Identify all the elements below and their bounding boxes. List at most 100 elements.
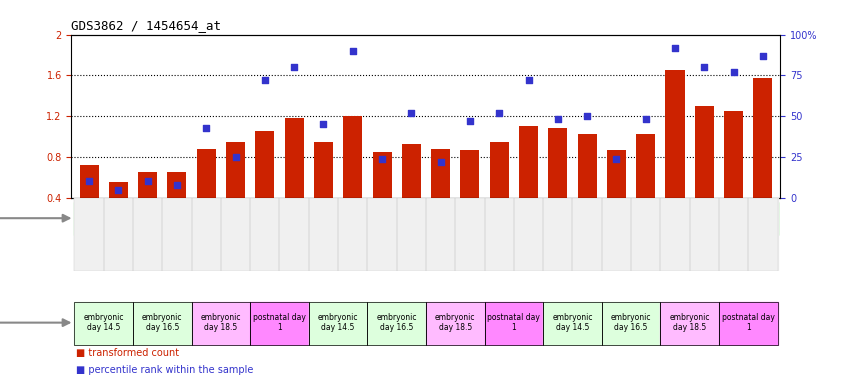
Bar: [74, 202, 309, 235]
Bar: [279, 198, 309, 271]
Bar: [192, 302, 250, 345]
Point: [727, 69, 740, 75]
Bar: [660, 302, 719, 345]
Point: [639, 116, 653, 122]
Text: epididymis: epididymis: [398, 213, 454, 223]
Bar: [368, 302, 426, 345]
Bar: [690, 198, 719, 271]
Point: [375, 156, 389, 162]
Bar: [338, 198, 368, 271]
Bar: [192, 302, 250, 345]
Text: embryonic
day 16.5: embryonic day 16.5: [611, 313, 651, 332]
Bar: [484, 302, 543, 345]
Bar: [484, 198, 514, 271]
Bar: [484, 302, 543, 345]
Text: tissue: tissue: [0, 213, 69, 223]
Bar: [665, 70, 685, 238]
Bar: [74, 202, 309, 235]
Bar: [284, 118, 304, 238]
Bar: [573, 198, 602, 271]
Text: efferent ducts: efferent ducts: [155, 213, 228, 223]
Bar: [74, 198, 103, 271]
Bar: [309, 202, 543, 235]
Point: [141, 178, 155, 185]
Bar: [162, 198, 192, 271]
Text: ■ transformed count: ■ transformed count: [76, 348, 179, 358]
Point: [434, 159, 447, 165]
Bar: [103, 198, 133, 271]
Point: [521, 77, 535, 83]
Point: [493, 110, 506, 116]
Bar: [754, 78, 772, 238]
Text: embryonic
day 14.5: embryonic day 14.5: [553, 313, 593, 332]
Text: embryonic
day 16.5: embryonic day 16.5: [377, 313, 417, 332]
Text: embryonic
day 18.5: embryonic day 18.5: [201, 313, 241, 332]
Bar: [133, 302, 192, 345]
Bar: [309, 198, 338, 271]
Point: [580, 113, 594, 119]
Bar: [250, 302, 309, 345]
Point: [258, 77, 272, 83]
Text: embryonic
day 14.5: embryonic day 14.5: [318, 313, 358, 332]
Bar: [426, 198, 455, 271]
Point: [170, 182, 183, 188]
Bar: [455, 198, 484, 271]
Point: [288, 64, 301, 70]
Bar: [543, 202, 778, 235]
Bar: [719, 302, 778, 345]
Bar: [368, 198, 397, 271]
Bar: [636, 134, 655, 238]
Text: vas deferens: vas deferens: [627, 213, 694, 223]
Bar: [108, 182, 128, 238]
Bar: [514, 198, 543, 271]
Point: [697, 64, 711, 70]
Bar: [368, 302, 426, 345]
Bar: [426, 302, 484, 345]
Bar: [719, 302, 778, 345]
Bar: [402, 144, 420, 238]
Bar: [256, 131, 274, 238]
Bar: [431, 149, 450, 238]
Bar: [192, 198, 221, 271]
Text: postnatal day
1: postnatal day 1: [722, 313, 775, 332]
Bar: [602, 302, 660, 345]
Bar: [80, 165, 98, 238]
Bar: [74, 302, 133, 345]
Bar: [250, 198, 279, 271]
Point: [756, 53, 770, 59]
Bar: [660, 302, 719, 345]
Bar: [719, 198, 748, 271]
Point: [82, 178, 96, 185]
Bar: [543, 198, 573, 271]
Bar: [602, 198, 631, 271]
Bar: [578, 134, 596, 238]
Bar: [309, 302, 368, 345]
Point: [669, 45, 682, 51]
Bar: [543, 302, 602, 345]
Bar: [133, 198, 162, 271]
Bar: [631, 198, 660, 271]
Bar: [103, 198, 133, 271]
Text: embryonic
day 18.5: embryonic day 18.5: [669, 313, 710, 332]
Point: [199, 124, 213, 131]
Bar: [426, 302, 484, 345]
Bar: [250, 198, 279, 271]
Bar: [484, 198, 514, 271]
Point: [112, 187, 125, 193]
Text: embryonic
day 14.5: embryonic day 14.5: [83, 313, 124, 332]
Point: [610, 156, 623, 162]
Bar: [343, 116, 362, 238]
Bar: [543, 202, 778, 235]
Bar: [314, 142, 333, 238]
Bar: [607, 150, 626, 238]
Text: development stage: development stage: [0, 318, 69, 328]
Text: embryonic
day 16.5: embryonic day 16.5: [142, 313, 182, 332]
Bar: [695, 106, 714, 238]
Bar: [748, 198, 778, 271]
Text: ■ percentile rank within the sample: ■ percentile rank within the sample: [76, 365, 253, 375]
Bar: [138, 172, 157, 238]
Bar: [309, 198, 338, 271]
Bar: [338, 198, 368, 271]
Point: [229, 154, 242, 160]
Bar: [519, 126, 538, 238]
